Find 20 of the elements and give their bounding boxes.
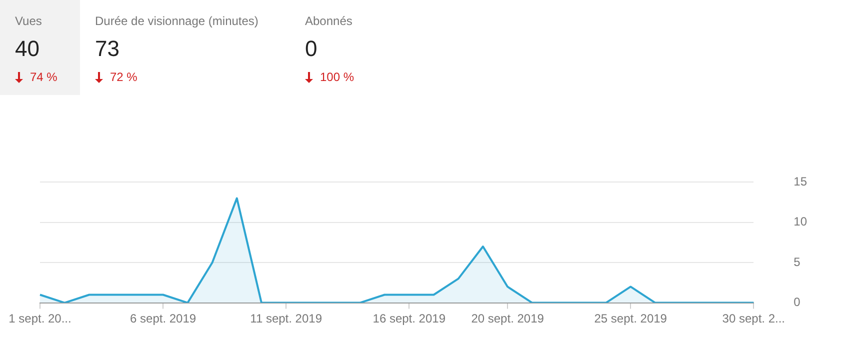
text: 72 %: [110, 70, 138, 84]
y-tick-label: 10: [794, 214, 808, 229]
text: 100 %: [320, 70, 354, 84]
x-tick-label: 1 sept. 20...: [8, 311, 72, 326]
y-tick-label: 0: [794, 295, 801, 310]
text: 40: [15, 36, 40, 62]
text: Abonnés: [305, 14, 354, 28]
text: Durée de visionnage (minutes): [95, 14, 260, 28]
x-tick-label: 30 sept. 2...: [722, 311, 786, 326]
x-tick-label: 11 sept. 2019: [250, 311, 322, 326]
text: 74 %: [30, 70, 58, 84]
x-tick-label: 25 sept. 2019: [594, 311, 668, 326]
y-tick-label: 15: [794, 174, 808, 189]
x-tick-label: 20 sept. 2019: [471, 311, 544, 326]
y-tick-label: 5: [794, 254, 801, 269]
text: Vues: [15, 14, 43, 28]
x-tick-label: 16 sept. 2019: [372, 311, 446, 326]
x-tick-label: 6 sept. 2019: [130, 311, 196, 326]
text: 73: [95, 36, 120, 62]
text: 0: [305, 36, 318, 62]
